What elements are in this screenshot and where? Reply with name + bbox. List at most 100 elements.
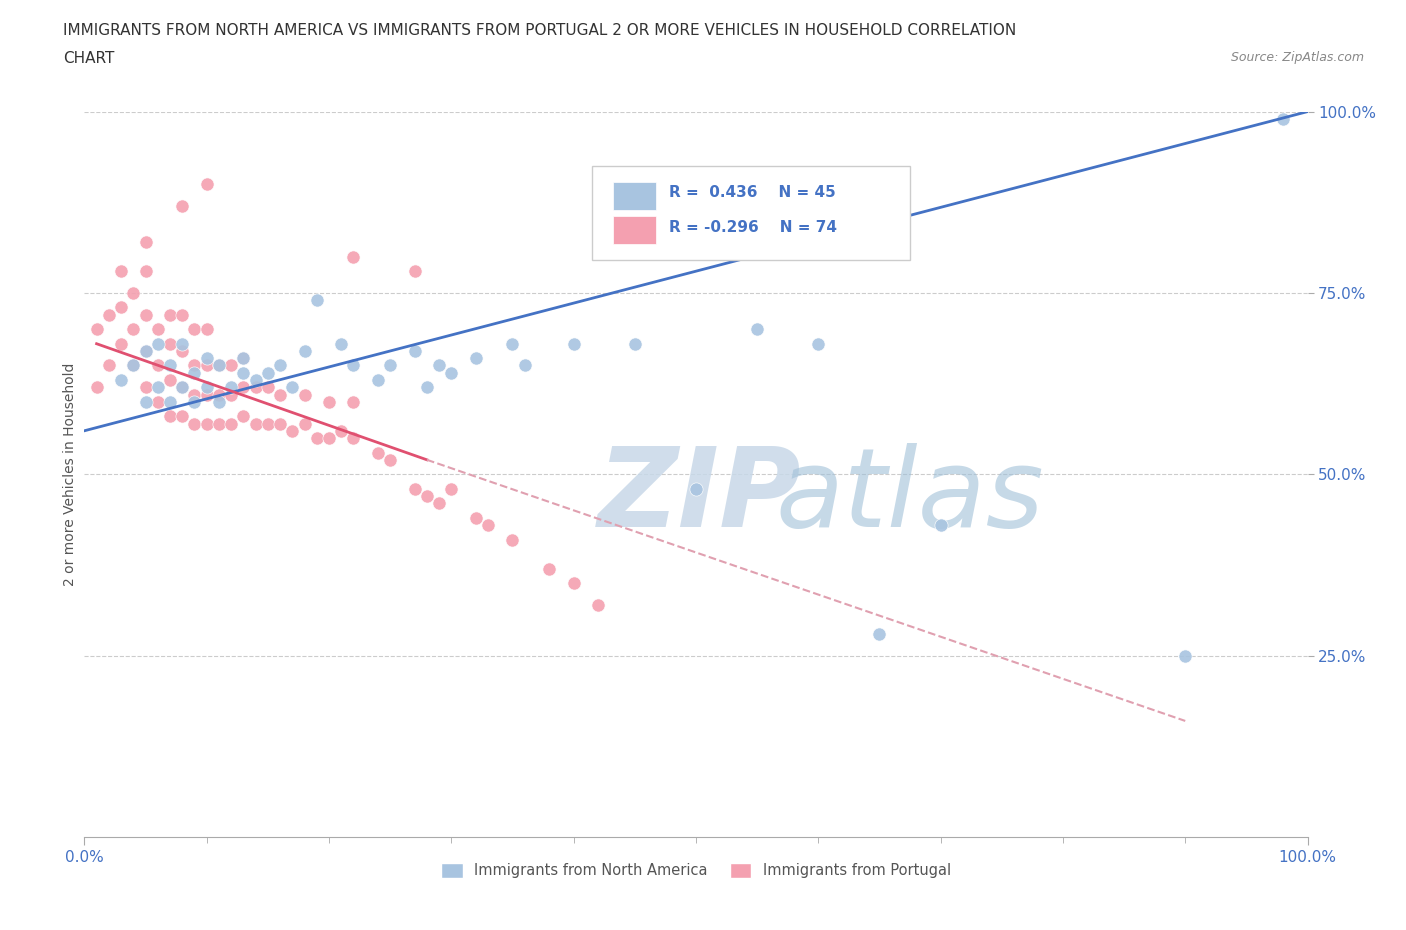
Point (219, 379, 242, 394)
Point (146, 322, 169, 337)
Point (172, 343, 194, 358)
Point (294, 343, 316, 358)
FancyBboxPatch shape (592, 166, 910, 260)
Point (624, 337, 647, 352)
Point (404, 343, 426, 358)
Point (122, 322, 145, 337)
Point (538, 561, 561, 576)
Point (257, 416, 280, 431)
Point (208, 358, 231, 373)
Point (1174, 648, 1197, 663)
Point (747, 322, 769, 337)
FancyBboxPatch shape (613, 216, 655, 244)
Point (159, 358, 181, 373)
Point (342, 431, 364, 445)
Point (146, 379, 169, 394)
Point (146, 358, 169, 373)
Text: Source: ZipAtlas.com: Source: ZipAtlas.com (1230, 51, 1364, 64)
Point (159, 307, 181, 322)
Point (562, 576, 585, 591)
Point (427, 358, 450, 373)
Point (294, 416, 316, 431)
Point (208, 416, 231, 431)
Point (269, 416, 291, 431)
Point (135, 307, 157, 322)
Point (122, 358, 145, 373)
Point (146, 394, 169, 409)
Point (929, 518, 952, 533)
Text: CHART: CHART (63, 51, 115, 66)
Point (135, 379, 157, 394)
Point (195, 416, 218, 431)
Point (513, 358, 536, 373)
Point (195, 322, 218, 337)
Point (807, 337, 830, 352)
Point (183, 394, 205, 409)
Point (159, 373, 181, 388)
Point (110, 373, 132, 388)
Point (245, 416, 267, 431)
Point (281, 423, 304, 438)
Text: IMMIGRANTS FROM NORTH AMERICA VS IMMIGRANTS FROM PORTUGAL 2 OR MORE VEHICLES IN : IMMIGRANTS FROM NORTH AMERICA VS IMMIGRA… (63, 23, 1017, 38)
Point (208, 394, 231, 409)
Point (342, 249, 364, 264)
Point (281, 379, 304, 394)
Point (404, 264, 426, 279)
Point (135, 394, 157, 409)
Point (404, 482, 426, 497)
Point (146, 337, 169, 352)
Point (219, 387, 242, 402)
Point (367, 445, 389, 460)
Point (269, 387, 291, 402)
Point (97, 358, 120, 373)
Point (208, 387, 231, 402)
Point (342, 394, 364, 409)
Text: R =  0.436    N = 45: R = 0.436 N = 45 (669, 185, 835, 200)
Point (232, 365, 254, 380)
Point (122, 286, 145, 300)
Point (183, 322, 205, 337)
Point (172, 379, 194, 394)
Point (502, 337, 524, 352)
Point (245, 379, 267, 394)
Text: ZIP: ZIP (598, 443, 801, 550)
Point (318, 431, 340, 445)
Point (232, 351, 254, 365)
Point (294, 387, 316, 402)
Point (135, 234, 157, 249)
Point (416, 379, 439, 394)
Point (219, 358, 242, 373)
Point (269, 358, 291, 373)
Point (330, 337, 353, 352)
Point (685, 482, 707, 497)
Point (586, 597, 609, 612)
Point (183, 358, 205, 373)
Point (305, 431, 328, 445)
Point (172, 337, 194, 352)
Point (135, 343, 157, 358)
Point (318, 394, 340, 409)
FancyBboxPatch shape (613, 182, 655, 209)
Point (208, 358, 231, 373)
Point (159, 394, 181, 409)
Point (135, 343, 157, 358)
Point (257, 379, 280, 394)
Point (110, 264, 132, 279)
Point (172, 409, 194, 424)
Point (172, 307, 194, 322)
Point (427, 496, 450, 511)
Text: R = -0.296    N = 74: R = -0.296 N = 74 (669, 220, 837, 235)
Point (232, 409, 254, 424)
Point (183, 365, 205, 380)
Point (195, 177, 218, 192)
Point (122, 358, 145, 373)
Point (172, 379, 194, 394)
Point (135, 264, 157, 279)
Point (416, 488, 439, 503)
Point (342, 358, 364, 373)
Point (562, 337, 585, 352)
Point (183, 387, 205, 402)
Point (232, 379, 254, 394)
Point (1272, 112, 1295, 126)
Point (502, 532, 524, 547)
